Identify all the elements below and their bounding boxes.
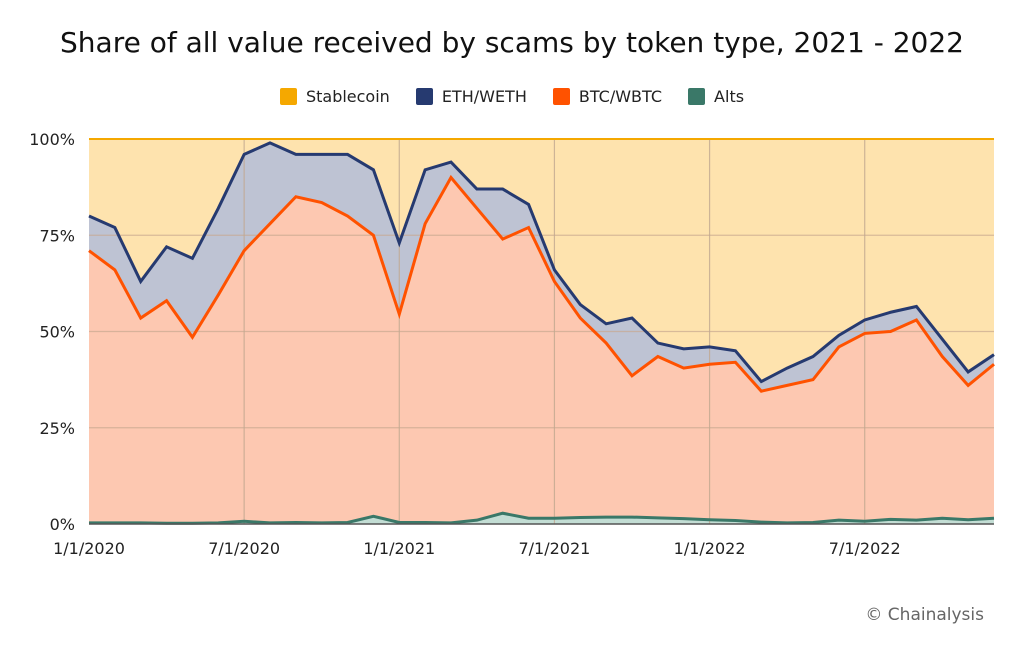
y-tick-label: 25% [39, 419, 75, 438]
y-tick-label: 0% [50, 515, 75, 534]
area-stablecoin [89, 139, 994, 382]
line-eth-weth [88, 141, 995, 384]
legend-label: BTC/WBTC [578, 87, 663, 106]
legend: Stablecoin ETH/WETH BTC/WBTC Alts [0, 87, 1024, 106]
x-tick-label: 1/1/2020 [53, 539, 125, 558]
legend-swatch [279, 88, 297, 105]
legend-label: ETH/WETH [441, 87, 527, 106]
legend-item-alts: Alts [688, 87, 744, 106]
legend-item-eth: ETH/WETH [415, 87, 527, 106]
x-tick-label: 7/1/2021 [518, 539, 590, 558]
chart-title: Share of all value received by scams by … [60, 26, 964, 59]
x-tick-label: 7/1/2020 [208, 539, 280, 558]
legend-label: Stablecoin [305, 87, 390, 106]
line-btc-wbtc [88, 174, 995, 393]
legend-item-btc: BTC/WBTC [552, 87, 663, 106]
x-tick-label: 1/1/2021 [363, 539, 435, 558]
y-tick-label: 75% [39, 226, 75, 245]
legend-item-stablecoin: Stablecoin [279, 87, 390, 106]
legend-label: Alts [714, 87, 745, 106]
credit-watermark: © Chainalysis [865, 605, 984, 625]
legend-swatch [552, 88, 570, 105]
area-btc-wbtc [89, 177, 994, 524]
y-tick-label: 100% [29, 130, 75, 149]
line-alts [89, 511, 995, 525]
x-tick-label: 7/1/2022 [829, 539, 901, 558]
legend-swatch [688, 88, 706, 105]
legend-swatch [415, 88, 433, 105]
x-tick-label: 1/1/2022 [674, 539, 746, 558]
y-tick-label: 50% [39, 323, 75, 342]
